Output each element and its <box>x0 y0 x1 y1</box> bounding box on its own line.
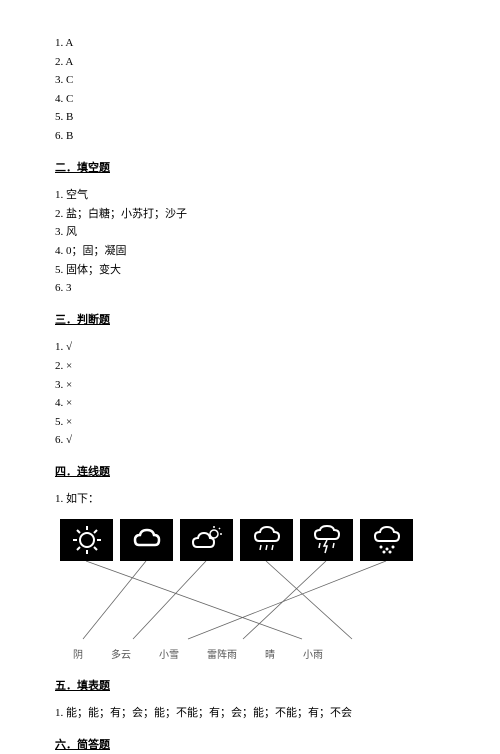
fill-item-3: 3. 风 <box>55 224 445 242</box>
answer-5: 5. B <box>55 109 445 127</box>
answer-2: 2. A <box>55 54 445 72</box>
section6-title: 六．简答题 <box>55 737 445 754</box>
connection-lines <box>55 561 435 641</box>
judge-item-3: 3. × <box>55 377 445 395</box>
answer-1: 1. A <box>55 35 445 53</box>
section3-items: 1. √ 2. × 3. × 4. × 5. × 6. √ <box>55 339 445 450</box>
weather-icons-row <box>55 519 445 561</box>
label-duoyun: 多云 <box>111 648 131 664</box>
judge-item-6: 6. √ <box>55 432 445 450</box>
matching-diagram: 阴 多云 小雪 雷阵雨 晴 小雨 <box>55 519 445 664</box>
judge-item-1: 1. √ <box>55 339 445 357</box>
sun-icon <box>60 519 113 561</box>
label-qing: 晴 <box>265 648 275 664</box>
section4-intro: 1. 如下： <box>55 491 445 509</box>
label-yin: 阴 <box>73 648 83 664</box>
fill-item-2: 2. 盐；白糖；小苏打；沙子 <box>55 206 445 224</box>
answer-3: 3. C <box>55 72 445 90</box>
label-xiaoxue: 小雪 <box>159 648 179 664</box>
rain-icon <box>240 519 293 561</box>
section2-title: 二．填空题 <box>55 160 445 178</box>
section4-title: 四．连线题 <box>55 464 445 482</box>
judge-item-4: 4. × <box>55 395 445 413</box>
section5-title: 五．填表题 <box>55 678 445 696</box>
fill-item-4: 4. 0；固；凝固 <box>55 243 445 261</box>
section2-items: 1. 空气 2. 盐；白糖；小苏打；沙子 3. 风 4. 0；固；凝固 5. 固… <box>55 187 445 298</box>
judge-item-2: 2. × <box>55 358 445 376</box>
fill-item-6: 6. 3 <box>55 280 445 298</box>
cloud-icon <box>120 519 173 561</box>
fill-item-1: 1. 空气 <box>55 187 445 205</box>
answer-6: 6. B <box>55 128 445 146</box>
label-xiaoyu: 小雨 <box>303 648 323 664</box>
section3-title: 三．判断题 <box>55 312 445 330</box>
judge-item-5: 5. × <box>55 414 445 432</box>
answer-4: 4. C <box>55 91 445 109</box>
partly-cloudy-icon <box>180 519 233 561</box>
snow-icon <box>360 519 413 561</box>
section1-answers: 1. A 2. A 3. C 4. C 5. B 6. B <box>55 35 445 146</box>
fill-item-5: 5. 固体；变大 <box>55 262 445 280</box>
weather-labels-row: 阴 多云 小雪 雷阵雨 晴 小雨 <box>55 648 445 664</box>
label-leizhenyu: 雷阵雨 <box>207 648 237 664</box>
thunder-icon <box>300 519 353 561</box>
